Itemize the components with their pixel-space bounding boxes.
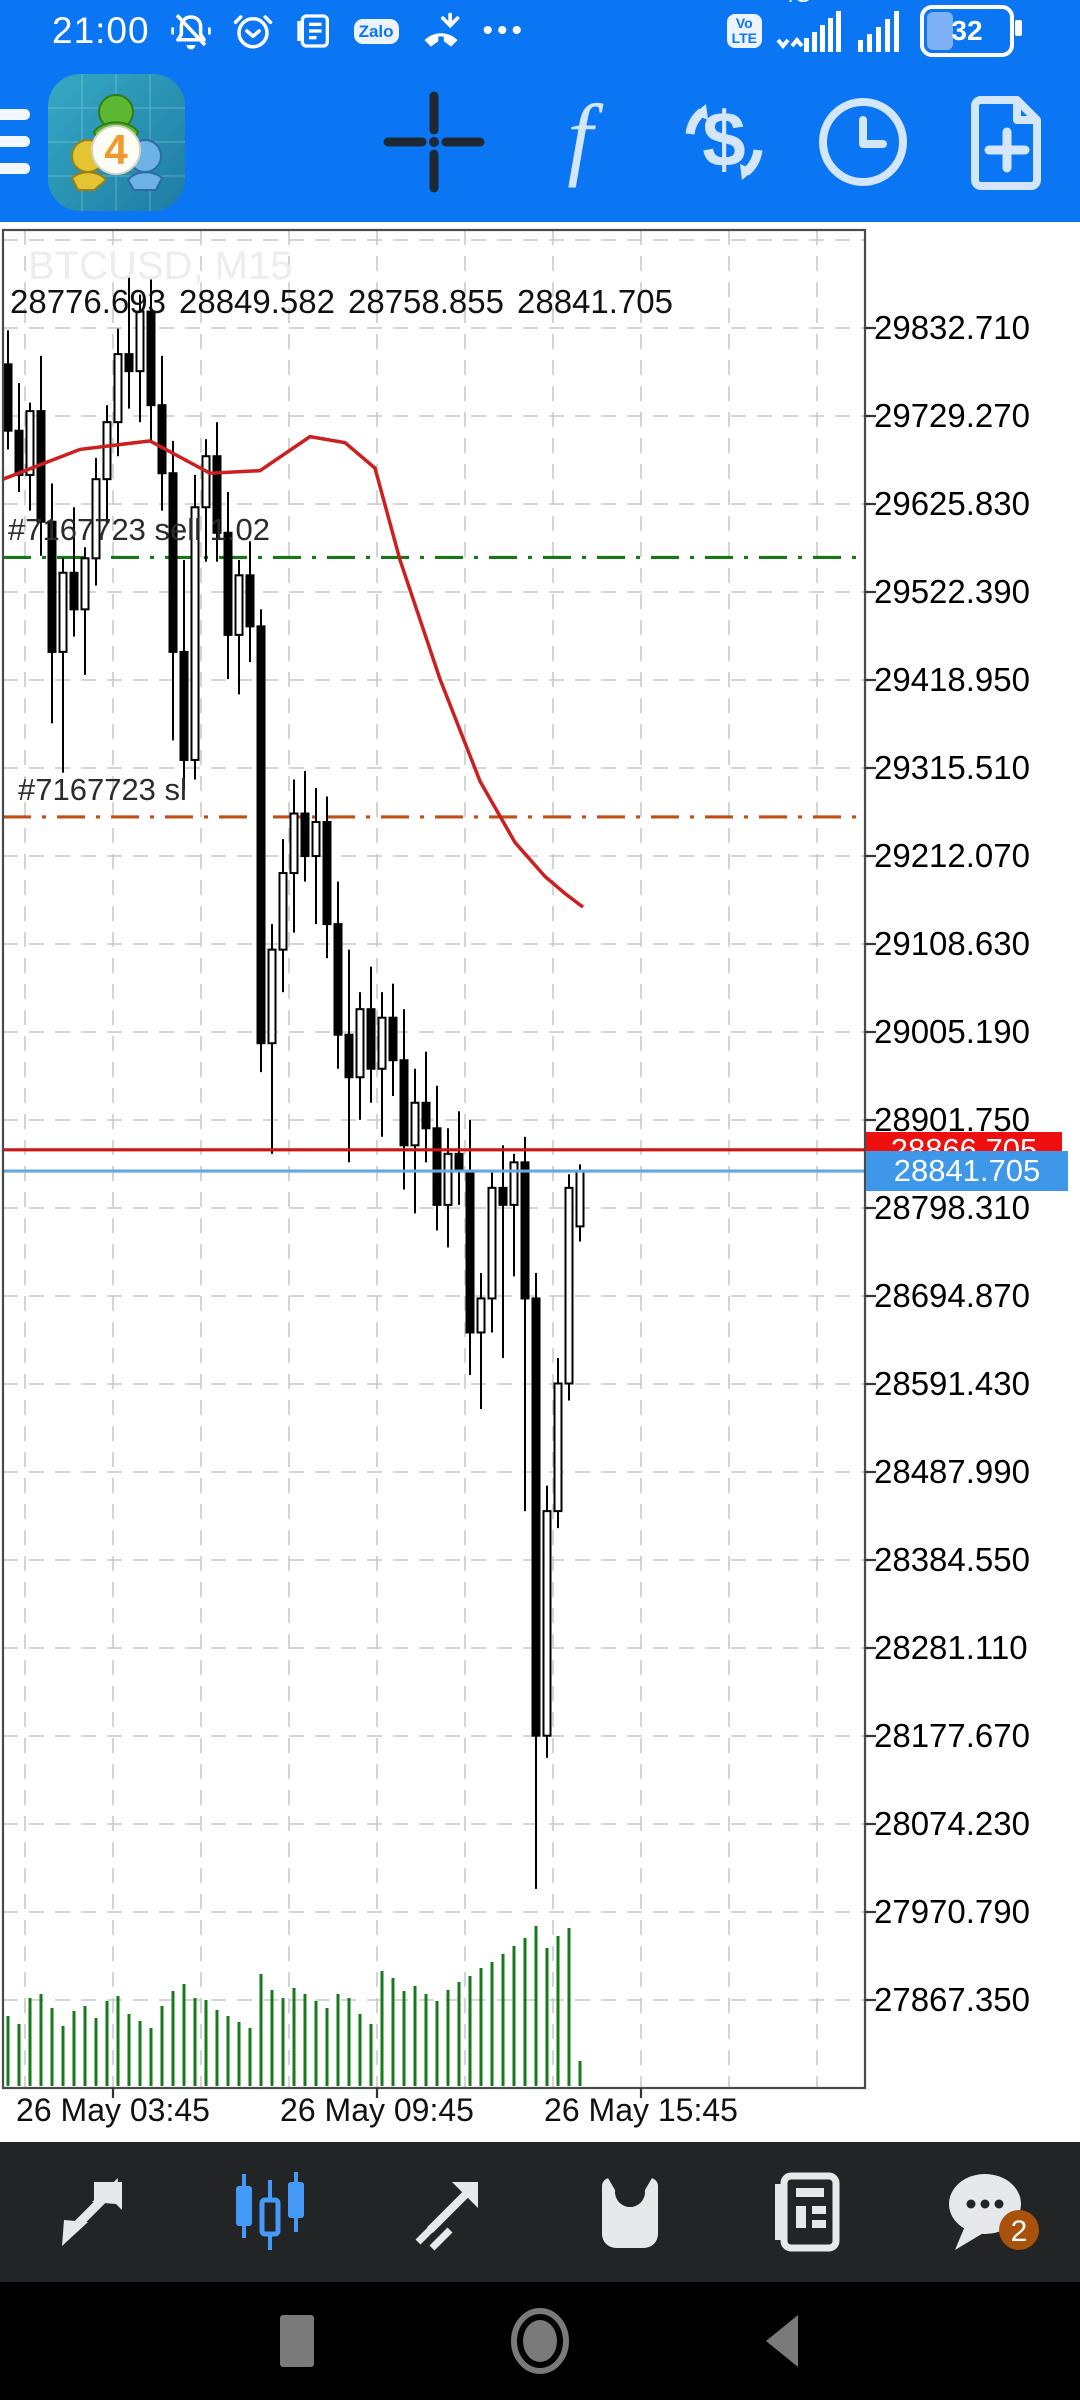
notes-icon [294, 11, 334, 51]
zalo-notification-icon: Zalo [353, 18, 399, 44]
svg-text:$: $ [702, 95, 745, 183]
tab-quotes[interactable] [0, 2142, 180, 2282]
more-notifications-icon: ••• [482, 14, 527, 47]
android-navbar [0, 2282, 1080, 2400]
missed-call-icon [419, 9, 463, 53]
signal-sim1-icon: 4G [776, 0, 842, 54]
price-axis-label: 27867.350 [874, 1981, 1030, 2018]
menu-button[interactable] [0, 109, 30, 175]
time-axis-label: 26 May 15:45 [544, 2092, 738, 2128]
ohlc-readout: 28776.693 28849.582 28758.855 28841.705 [10, 283, 686, 321]
price-axis-label: 29418.950 [874, 661, 1030, 698]
price-axis-label: 28591.430 [874, 1365, 1030, 1402]
bid-price-tag: 28841.705 [866, 1151, 1068, 1192]
price-axis-label: 29315.510 [874, 749, 1030, 786]
battery-percent: 32 [951, 15, 983, 46]
price-axis-label: 28384.550 [874, 1541, 1030, 1578]
symbol-watermark: BTCUSD, M15 [28, 244, 293, 288]
tab-history[interactable] [540, 2142, 720, 2282]
recents-button[interactable] [237, 2282, 357, 2400]
time-axis-label: 26 May 09:45 [280, 2092, 474, 2128]
svg-text:4: 4 [104, 126, 128, 173]
battery-icon: 32 [920, 5, 1022, 57]
back-button[interactable] [723, 2282, 843, 2400]
price-axis-label: 29832.710 [874, 309, 1030, 346]
volte-icon: Vo LTE [726, 14, 762, 48]
price-chart-canvas[interactable] [0, 222, 1080, 2142]
close-value: 28841.705 [517, 283, 673, 320]
price-axis-label: 28281.110 [874, 1629, 1028, 1666]
bottom-toolbar: 2 [0, 2142, 1080, 2282]
price-axis-label: 29625.830 [874, 485, 1030, 522]
price-axis-label: 28901.750 [874, 1101, 1030, 1138]
price-axis-label: 28487.990 [874, 1453, 1030, 1490]
open-position-label: #7167723 sell 1.02 [8, 512, 271, 548]
tab-trade[interactable] [360, 2142, 540, 2282]
clock-time: 21:00 [52, 10, 150, 51]
price-axis-label: 29212.070 [874, 837, 1030, 874]
price-axis-label: 28694.870 [874, 1277, 1030, 1314]
tab-charts[interactable] [180, 2142, 360, 2282]
mt4-app-icon[interactable]: 4 [48, 74, 185, 211]
high-value: 28849.582 [179, 283, 335, 320]
unread-badge [999, 2210, 1039, 2250]
stop-loss-label: #7167723 sl [18, 771, 187, 807]
price-axis-label: 28074.230 [874, 1805, 1030, 1842]
price-axis-label: 29729.270 [874, 397, 1030, 434]
tab-news[interactable] [720, 2142, 900, 2282]
indicators-button[interactable]: f [520, 80, 640, 204]
price-axis-label: 28798.310 [874, 1189, 1030, 1226]
price-axis-label: 29005.190 [874, 1013, 1030, 1050]
timeframe-clock-button[interactable] [803, 80, 923, 204]
network-type-label: 4G [782, 0, 811, 8]
time-axis-label: 26 May 03:45 [16, 2092, 210, 2128]
svg-text:f: f [567, 90, 604, 188]
low-value: 28758.855 [348, 283, 504, 320]
crosshair-button[interactable] [374, 80, 494, 204]
price-axis-label: 28177.670 [874, 1717, 1030, 1754]
app-toolbar: 4 f $ [0, 62, 1080, 222]
price-axis-label: 29522.390 [874, 573, 1030, 610]
price-axis-label: 27970.790 [874, 1893, 1030, 1930]
trade-exchange-button[interactable]: $ [664, 80, 784, 204]
home-button[interactable] [480, 2282, 600, 2400]
alarm-icon [232, 10, 274, 52]
open-value: 28776.693 [10, 283, 166, 320]
signal-sim2-icon [856, 8, 906, 54]
unread-count: 2 [1011, 2215, 1028, 2248]
new-order-button[interactable] [947, 80, 1067, 204]
tab-messages[interactable]: 2 [900, 2142, 1080, 2282]
price-axis-label: 29108.630 [874, 925, 1030, 962]
vibrate-off-icon [170, 10, 212, 52]
